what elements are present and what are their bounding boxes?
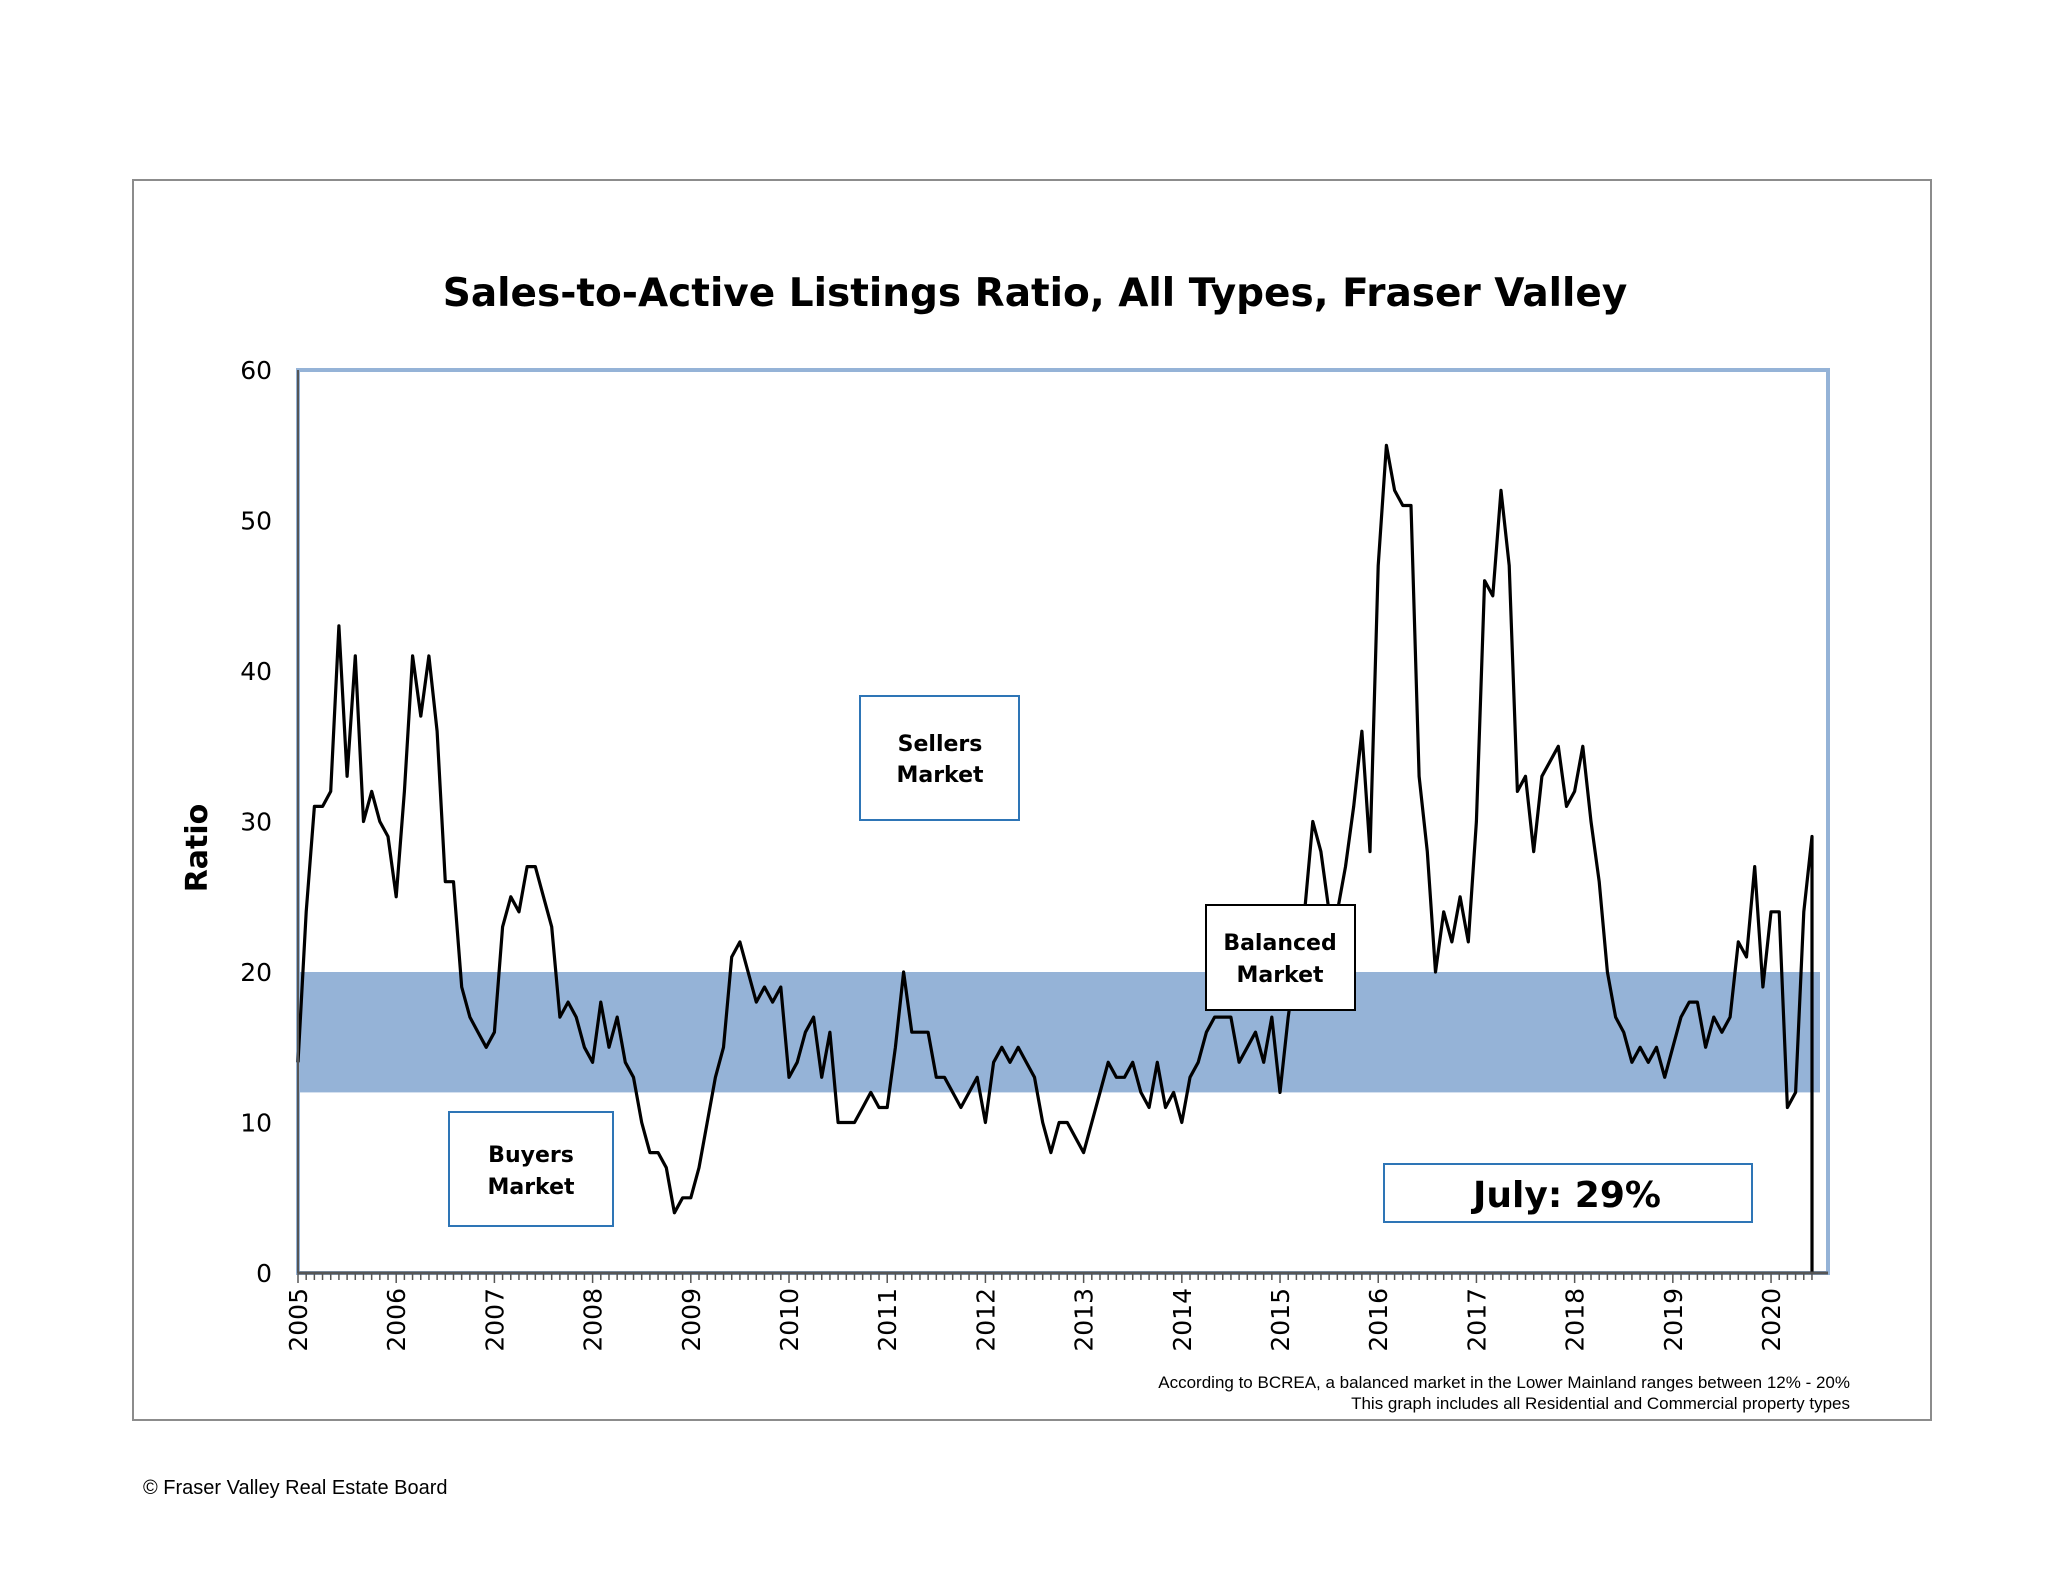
copyright-text: © Fraser Valley Real Estate Board	[143, 1477, 448, 1499]
balanced-market-band	[298, 972, 1820, 1093]
x-axis-ticks: 2005 2006 2007 2008 2009 2010 2011 2012 2013 2014…	[284, 1273, 1813, 1352]
x-tick-label: 2014	[1168, 1288, 1197, 1352]
x-tick-label: 2008	[579, 1288, 608, 1352]
y-tick-label: 20	[240, 958, 272, 987]
x-tick-label: 2011	[873, 1288, 902, 1352]
x-tick-label: 2009	[677, 1288, 706, 1352]
chart-title: Sales-to-Active Listings Ratio, All Type…	[443, 271, 1628, 316]
july-callout-box: July: 29%	[1383, 1163, 1753, 1223]
x-tick-label: 2017	[1462, 1288, 1491, 1352]
y-tick-label: 30	[240, 808, 272, 837]
sellers-label-line1: Sellers	[898, 732, 983, 757]
y-axis-ticks: 0 10 20 30 40 50 60	[240, 356, 272, 1288]
series-line-ratio	[296, 443, 1814, 1273]
buyers-market-box: Buyers Market	[448, 1111, 614, 1227]
x-tick-label: 2010	[775, 1288, 804, 1352]
july-callout-text: July: 29%	[1470, 1175, 1661, 1216]
note-property-types: This graph includes all Residential and …	[1351, 1394, 1850, 1413]
x-tick-label: 2019	[1659, 1288, 1688, 1352]
x-tick-label: 2005	[284, 1288, 313, 1352]
y-axis-label: Ratio	[180, 804, 215, 893]
x-tick-label: 2015	[1266, 1288, 1295, 1352]
x-tick-label: 2018	[1561, 1288, 1590, 1352]
y-tick-label: 50	[240, 507, 272, 536]
sellers-market-box: Sellers Market	[859, 695, 1020, 821]
balanced-label-line2: Market	[1236, 963, 1324, 988]
x-tick-label: 2006	[382, 1288, 411, 1352]
x-tick-label: 2007	[480, 1288, 509, 1352]
x-tick-label: 2020	[1757, 1288, 1786, 1352]
buyers-label-line2: Market	[487, 1175, 575, 1200]
y-tick-label: 10	[240, 1109, 272, 1138]
y-tick-label: 60	[240, 356, 272, 385]
x-tick-label: 2012	[971, 1288, 1000, 1352]
note-balanced-range: According to BCREA, a balanced market in…	[1158, 1373, 1850, 1392]
y-tick-label: 0	[256, 1259, 272, 1288]
y-tick-label: 40	[240, 657, 272, 686]
x-tick-label: 2016	[1364, 1288, 1393, 1352]
x-tick-label: 2013	[1070, 1288, 1099, 1352]
balanced-market-box: Balanced Market	[1205, 904, 1356, 1011]
sellers-label-line2: Market	[896, 763, 984, 788]
buyers-label-line1: Buyers	[488, 1143, 574, 1168]
balanced-label-line1: Balanced	[1223, 931, 1336, 956]
